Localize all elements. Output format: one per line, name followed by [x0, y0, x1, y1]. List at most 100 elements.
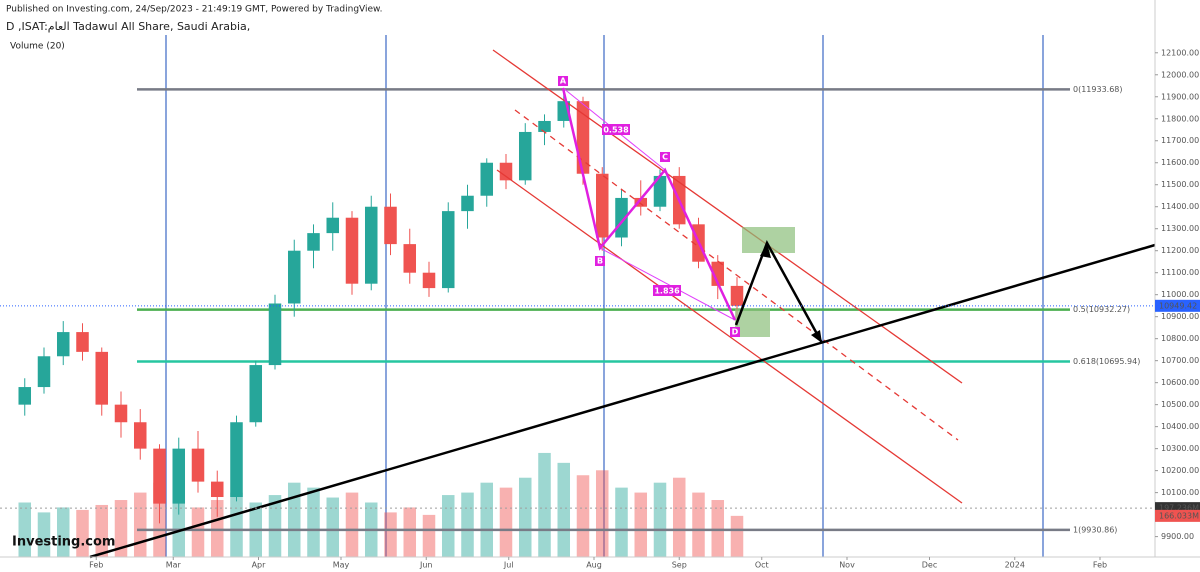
candle-body	[384, 206, 397, 245]
volume-last-label: 166.033M	[1159, 511, 1199, 520]
y-tick-label: 11800.00	[1161, 114, 1199, 123]
candle-body	[595, 173, 609, 238]
y-tick-label: 10200.00	[1161, 466, 1199, 475]
volume-bar	[95, 504, 109, 557]
volume-bar	[56, 507, 70, 557]
arrow-head	[811, 330, 822, 343]
y-tick-label: 10400.00	[1161, 422, 1199, 431]
candle-body	[441, 211, 455, 289]
pattern-ratio-line	[599, 247, 736, 321]
volume-bar	[76, 509, 89, 557]
candle-body	[326, 217, 340, 234]
volume-bar	[538, 452, 551, 557]
candle-body	[499, 162, 513, 181]
y-tick-label: 10100.00	[1161, 488, 1199, 497]
volume-bar	[268, 495, 282, 557]
pattern-label: D	[732, 328, 739, 337]
label-box	[602, 124, 630, 135]
candle-body	[133, 422, 147, 449]
candle-body	[172, 448, 186, 504]
y-tick-label: 11100.00	[1161, 268, 1199, 277]
y-tick-label: 9900.00	[1161, 532, 1194, 541]
candles-layer	[18, 89, 744, 524]
volume-bar	[191, 507, 205, 557]
x-tick-label: Oct	[755, 561, 769, 570]
candle-body	[711, 261, 725, 286]
x-tick-label: Dec	[922, 561, 937, 570]
abcd-pattern	[561, 87, 737, 321]
volume-bar	[230, 492, 243, 557]
logo: Investing.com	[12, 535, 115, 550]
y-tick-label: 11300.00	[1161, 224, 1199, 233]
channel-middle	[514, 109, 959, 441]
y-tick-label: 11500.00	[1161, 180, 1199, 189]
label-box	[653, 285, 681, 296]
label-box	[595, 256, 605, 266]
candle-body	[287, 250, 301, 304]
y-tick-label: 11600.00	[1161, 158, 1199, 167]
candle-body	[576, 101, 590, 174]
y-tick-label: 11400.00	[1161, 202, 1199, 211]
x-tick-label: Aug	[586, 561, 602, 570]
y-tick-label: 10800.00	[1161, 334, 1199, 343]
volume-bar	[672, 477, 686, 557]
candle-body	[56, 332, 70, 357]
x-tick-label: Nov	[839, 561, 855, 570]
ratio-label: 0.538	[603, 126, 629, 135]
candle-body	[76, 332, 89, 352]
volume-bar	[653, 482, 667, 557]
label-box	[730, 327, 740, 337]
chart-title: D ,ISAT:العام Tadawul All Share, Saudi A…	[6, 20, 250, 33]
volume-bar	[210, 500, 224, 557]
volume-bar	[326, 497, 340, 557]
levels-layer: 0(11933.68) 0.5(10932.27) 0.618(10695.94) 1…	[137, 85, 1140, 534]
pattern-label: A	[560, 77, 567, 86]
label-box	[660, 152, 670, 162]
y-tick-label: 11700.00	[1161, 136, 1199, 145]
volume-bar	[345, 492, 359, 557]
y-tick-label: 10900.00	[1161, 312, 1199, 321]
volume-last-box	[1155, 509, 1200, 522]
volume-bar	[634, 492, 648, 557]
y-tick-label: 10300.00	[1161, 444, 1199, 453]
x-tick-label: Sep	[672, 561, 687, 570]
volume-bar	[595, 470, 609, 557]
last-price-label: 10949.42	[1159, 301, 1197, 310]
x-tick-label: Apr	[252, 561, 267, 570]
volume-bar	[730, 515, 744, 557]
y-tick-label: 10600.00	[1161, 378, 1199, 387]
candle-body	[191, 448, 205, 482]
volume-bar	[557, 462, 571, 557]
candle-body	[114, 404, 128, 423]
x-tick-label: Jul	[503, 561, 514, 570]
candle-body	[364, 206, 378, 284]
candle-body	[461, 195, 474, 212]
volume-bar	[461, 492, 474, 557]
y-tick-label: 12000.00	[1161, 70, 1199, 79]
y-tick-label: 11000.00	[1161, 290, 1199, 299]
arrow-head	[760, 243, 771, 258]
x-tick-label: 2024	[1005, 561, 1025, 570]
volume-ma-label: 197.236M	[1159, 504, 1199, 513]
x-tick-label: Feb	[1093, 561, 1107, 570]
drawings	[89, 49, 1156, 559]
volume-bar	[172, 487, 186, 557]
volume-bar	[441, 495, 455, 557]
volume-bar	[576, 475, 590, 557]
candle-body	[230, 422, 243, 498]
y-tick-label: 11900.00	[1161, 92, 1199, 101]
candle-body	[422, 272, 436, 289]
candle-body	[730, 285, 744, 306]
fib-label: 0(11933.68)	[1073, 85, 1123, 94]
candle-body	[18, 387, 32, 405]
candle-body	[153, 448, 166, 504]
candle-body	[538, 120, 551, 132]
volume-bar	[287, 482, 301, 557]
channel-lower	[496, 169, 963, 504]
fib-label: 0.5(10932.27)	[1073, 305, 1130, 314]
volume-bar	[307, 487, 320, 557]
volume-title: Volume (20)	[10, 42, 65, 52]
axes-layer: 9900.0010000.0010100.0010200.0010300.001…	[0, 48, 1200, 570]
label-box	[558, 76, 568, 86]
candle-body	[634, 197, 648, 207]
